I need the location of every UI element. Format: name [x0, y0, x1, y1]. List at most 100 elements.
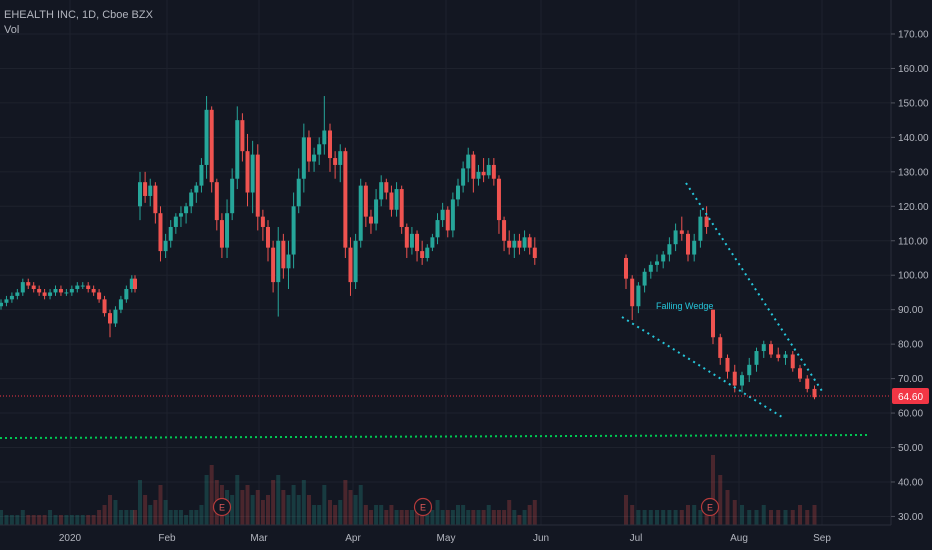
volume-bar: [718, 475, 723, 525]
candle-body: [97, 292, 102, 300]
volume-bar: [184, 515, 189, 525]
x-tick-label: Mar: [250, 533, 268, 544]
candle: [496, 175, 501, 234]
x-tick-label: Aug: [730, 533, 748, 544]
candle: [102, 295, 107, 317]
candle-body: [466, 154, 471, 169]
candle-body: [296, 178, 301, 207]
earnings-marker[interactable]: E: [212, 497, 232, 517]
candle: [322, 96, 327, 155]
candle: [194, 182, 199, 203]
volume-bar: [642, 510, 647, 525]
volume-bar: [266, 495, 270, 525]
candle: [420, 240, 425, 265]
candle-body: [286, 254, 291, 269]
candle: [37, 285, 42, 296]
candle-body: [178, 213, 183, 217]
candle: [199, 158, 204, 193]
candle-body: [53, 289, 58, 293]
candle-body: [301, 137, 306, 179]
volume-bar: [306, 495, 311, 525]
candle-body: [368, 216, 373, 224]
volume-bar: [69, 515, 74, 525]
candle-body: [15, 292, 20, 296]
candle: [394, 182, 399, 217]
volume-bar: [812, 505, 817, 525]
candle: [301, 123, 306, 193]
y-tick-label: 70.00: [898, 374, 923, 385]
candle-body: [805, 378, 810, 389]
candle-body: [102, 299, 107, 314]
volume-bar: [317, 505, 322, 525]
volume-bar: [476, 510, 481, 525]
earnings-marker-circle[interactable]: [413, 497, 433, 517]
candle: [338, 144, 343, 183]
candle-body: [108, 313, 112, 324]
time-axis[interactable]: 2020 Feb Mar Apr May Jun Jul Aug Sep: [59, 533, 831, 544]
volume-bar: [358, 485, 363, 525]
candle-body: [718, 337, 723, 358]
volume-bar: [286, 495, 291, 525]
candle-body: [389, 192, 394, 210]
volume-bar: [732, 500, 737, 525]
candle: [692, 233, 697, 262]
volume-bar: [58, 515, 63, 525]
volume-bar: [209, 465, 214, 525]
drawings[interactable]: Falling Wedge: [0, 182, 891, 439]
earnings-marker-circle[interactable]: [700, 497, 720, 517]
earnings-marker[interactable]: E: [700, 497, 720, 517]
candle-body: [399, 189, 404, 227]
volume-bar: [740, 505, 744, 525]
volume-bar: [648, 510, 653, 525]
candle: [630, 275, 635, 321]
volume-bar: [527, 505, 532, 525]
candle-body: [704, 216, 709, 227]
earnings-marker-circle[interactable]: [212, 497, 232, 517]
candle-body: [64, 292, 69, 294]
candle: [260, 209, 265, 241]
wedge-lower-trendline[interactable]: [621, 316, 783, 418]
candle: [798, 364, 802, 383]
volume-bar: [507, 500, 512, 525]
symbol-title[interactable]: EHEALTH INC, 1D, Cboe BZX: [4, 9, 153, 21]
y-tick-label: 80.00: [898, 340, 923, 351]
volume-bar: [118, 510, 123, 525]
earnings-marker[interactable]: E: [413, 497, 433, 517]
candle-body: [435, 220, 440, 238]
volume-indicator-label[interactable]: Vol: [4, 24, 20, 36]
candle-body: [353, 240, 358, 283]
volume-bar: [456, 505, 460, 525]
candle: [440, 202, 445, 227]
candle-body: [358, 185, 363, 241]
volume-bar: [15, 515, 20, 525]
price-axis[interactable]: 170.00 160.00 150.00 140.00 130.00 120.00 110.…: [891, 30, 929, 523]
volume-bar: [194, 510, 199, 525]
candle: [235, 106, 240, 190]
volume-bar: [133, 510, 137, 525]
volume-bar: [86, 515, 91, 525]
candle: [219, 213, 224, 258]
volume-bar: [761, 505, 766, 525]
volume-bar: [348, 490, 353, 525]
volume-bar: [281, 490, 286, 525]
volume-bar: [80, 515, 85, 525]
candle: [153, 182, 158, 224]
candle: [214, 178, 219, 231]
candle-body: [440, 209, 445, 221]
volume-bar: [725, 490, 730, 525]
volume-bar: [353, 495, 358, 525]
candle-body: [747, 364, 752, 376]
candle: [655, 254, 659, 272]
candle-body: [812, 388, 817, 398]
candle: [532, 237, 537, 265]
candle: [276, 226, 281, 317]
candle: [740, 371, 744, 393]
volume-bar: [471, 510, 476, 525]
candle: [312, 147, 317, 172]
candle-body: [199, 164, 204, 186]
volume-bar: [199, 505, 204, 525]
falling-wedge-label[interactable]: Falling Wedge: [656, 301, 713, 311]
candle: [624, 254, 628, 290]
